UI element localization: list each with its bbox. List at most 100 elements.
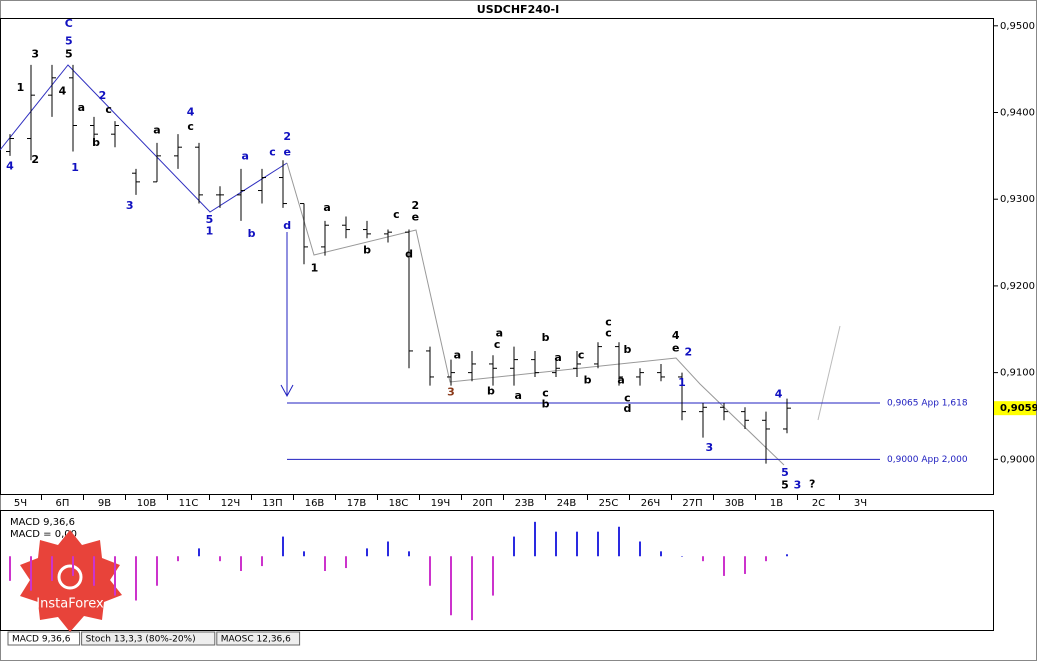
wave-label: a	[496, 327, 503, 340]
macd-bar	[387, 541, 389, 557]
macd-bar	[534, 521, 536, 557]
wave-label: 5	[65, 47, 73, 60]
wave-label: a	[153, 124, 160, 137]
y-tick-label: 0,9100	[1000, 368, 1035, 379]
tab-label: Stoch 13,3,3 (80%-20%)	[86, 635, 196, 645]
wave-label: 4	[672, 329, 680, 342]
wave-label: d	[623, 402, 631, 415]
macd-bar	[51, 556, 53, 581]
wave-label: 3	[705, 441, 713, 454]
tab	[81, 631, 216, 646]
x-tick-label: 24В	[557, 498, 577, 509]
wave-label: b	[92, 136, 100, 149]
macd-bar	[450, 556, 452, 616]
macd-bar	[639, 541, 641, 557]
macd-bar	[744, 556, 746, 574]
macd-bar	[366, 548, 368, 557]
wave-label: a	[241, 150, 248, 163]
macd-bar	[513, 536, 515, 557]
wave-label: c	[494, 338, 501, 351]
macd-bar	[786, 554, 788, 557]
chart-title: USDCHF240-I	[477, 3, 559, 16]
wave-label: 2	[684, 346, 692, 359]
macd-bar	[681, 556, 683, 557]
x-tick-label: 9В	[98, 498, 111, 509]
wave-label: 4	[6, 159, 14, 172]
wave-label: a	[554, 351, 561, 364]
macd-bar	[30, 556, 32, 591]
level-label: 0,9000 App 2,000	[887, 455, 968, 465]
macd-bar	[429, 556, 431, 586]
wave-label: b	[248, 227, 256, 240]
macd-bar	[618, 526, 620, 557]
wave-label: b	[542, 331, 550, 344]
y-tick-label: 0,9200	[1000, 281, 1035, 292]
macd-bar	[555, 531, 557, 557]
wave-label: a	[454, 348, 461, 361]
wave-label: 5	[65, 34, 73, 47]
wave-label: 1	[71, 161, 79, 174]
wave-label: b	[584, 373, 592, 386]
wave-label: 4	[775, 387, 783, 400]
x-tick-label: 27П	[682, 498, 702, 509]
level-label: 0,9065 App 1,618	[887, 398, 968, 408]
macd-bar	[135, 556, 137, 601]
x-tick-label: 13П	[262, 498, 282, 509]
wave-label: c	[578, 348, 585, 361]
macd-bar	[765, 556, 767, 562]
macd-bar	[723, 556, 725, 576]
wave-label: 2	[283, 130, 291, 143]
x-tick-label: 11С	[179, 498, 199, 509]
wave-label: e	[283, 145, 290, 158]
wave-label: c	[605, 327, 612, 340]
macd-bar	[114, 556, 116, 596]
wave-label: 4	[187, 106, 195, 119]
wave-label: ?	[809, 477, 815, 490]
macd-bar	[660, 551, 662, 557]
macd-bar	[471, 556, 473, 621]
macd-bar	[324, 556, 326, 571]
macd-bar	[219, 556, 221, 562]
macd-bar	[9, 556, 11, 581]
wave-label: c	[624, 392, 631, 405]
projection-line	[817, 325, 841, 421]
macd-bar	[240, 556, 242, 571]
x-tick-label: 3Ч	[854, 498, 867, 509]
wave-line	[0, 64, 288, 213]
wave-label: b	[623, 343, 631, 356]
wave-label: 5	[781, 466, 789, 479]
wave-label: 1	[17, 81, 25, 94]
macd-bar	[177, 556, 179, 562]
x-tick-label: 18С	[389, 498, 409, 509]
wave-label: b	[487, 385, 495, 398]
macd-bar	[345, 556, 347, 569]
wave-label: 3	[447, 386, 455, 399]
wave-label: c	[187, 120, 194, 133]
wave-label: c	[605, 315, 612, 328]
logo-icon	[57, 564, 83, 590]
macd-title: MACD 9,36,6	[10, 517, 75, 528]
macd-bar	[156, 556, 158, 586]
y-tick-label: 0,9400	[1000, 108, 1035, 119]
wave-label: 1	[311, 262, 319, 275]
wave-label: c	[393, 208, 400, 221]
wave-label: 4	[59, 85, 67, 98]
wave-label: 1	[678, 376, 686, 389]
wave-label: 3	[126, 199, 134, 212]
x-tick-label: 26Ч	[641, 498, 661, 509]
macd-bar	[261, 556, 263, 567]
x-tick-label: 12Ч	[221, 498, 241, 509]
macd-bar	[492, 556, 494, 596]
x-tick-label: 19Ч	[431, 498, 451, 509]
arrow-head	[280, 384, 294, 398]
x-tick-label: 17В	[347, 498, 367, 509]
tab-label: MACD 9,36,6	[12, 635, 71, 645]
wave-label: 1	[206, 224, 214, 237]
wave-label: c	[542, 386, 549, 399]
logo: InstaForex	[20, 530, 122, 632]
tab-label: MAOSC 12,36,6	[221, 635, 291, 645]
wave-label: b	[542, 398, 550, 411]
wave-label: c	[269, 145, 276, 158]
